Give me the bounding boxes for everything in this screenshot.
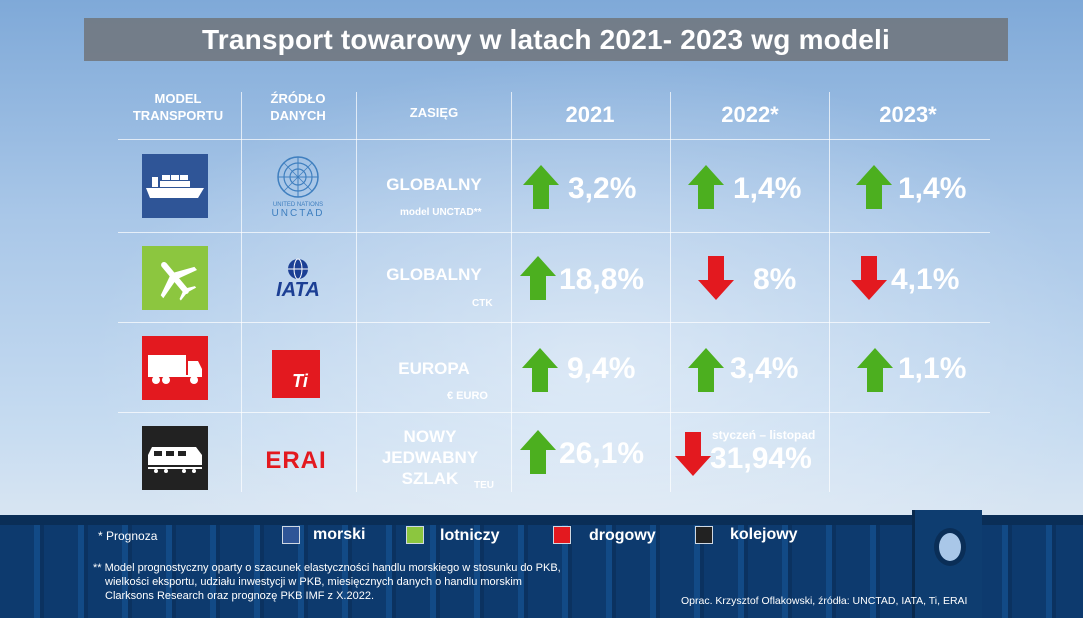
header-source-line2: DANYCH [270,108,326,123]
up-arrow-icon [520,256,556,300]
row3-range: EUROPA [398,359,470,378]
ti-wordmark: Ti [292,370,308,391]
unctad-caption-top: UNITED NATIONS [272,202,324,208]
iata-logo: IATA [258,254,338,304]
erai-wordmark: ERAI [265,447,327,474]
train-icon [148,447,202,473]
grid-divider [241,92,242,492]
ti-logo: Ti [272,350,320,398]
row1-value-2022: 1,4% [733,172,802,205]
down-arrow-icon [675,432,711,476]
model-note-line2: wielkości eksportu, udziału inwestycji w… [105,576,522,588]
row3-value-2021: 9,4% [567,352,636,385]
row1-value-2021: 3,2% [568,172,637,205]
page-title: Transport towarowy w latach 2021- 2023 w… [201,23,891,55]
grid-divider [356,92,357,492]
legend-swatch-rail [695,526,713,544]
iata-wordmark: IATA [276,279,320,301]
rail-transport-tile [142,426,208,490]
legend-label-air: lotniczy [440,527,500,544]
unctad-logo: UNITED NATIONS UNCTAD [266,150,330,224]
row2-range-sub: CTK [472,298,493,309]
air-transport-tile [142,246,208,310]
down-arrow-icon [698,256,734,300]
container-hole [934,528,966,566]
legend-label-rail: kolejowy [730,526,798,543]
unctad-caption: UNCTAD [271,208,325,219]
row3-value-2023: 1,1% [898,352,967,385]
row2-range: GLOBALNY [386,265,482,284]
row3-value-2022: 3,4% [730,352,799,385]
header-model-line1: MODEL [154,91,202,106]
header-year-2022: 2022* [721,102,779,127]
row1-range-sub: model UNCTAD** [400,207,482,218]
grid-divider [118,412,990,413]
row1-range: GLOBALNY [386,175,482,194]
forecast-footnote: * Prognoza [98,529,158,543]
header-source: ŹRÓDŁO DANYCH [244,90,352,124]
title-bar: Transport towarowy w latach 2021- 2023 w… [84,18,1008,61]
header-model-line2: TRANSPORTU [132,108,224,123]
row2-value-2022: 8% [753,263,797,296]
row4-range: NOWY JEDWABNY SZLAK [360,426,500,489]
row2-value-2023: 4,1% [891,263,960,296]
row2-value-2021: 18,8% [559,263,645,296]
model-note-line3: Clarksons Research oraz prognozę PKB IMF… [105,590,375,602]
legend-label-road: drogowy [589,527,656,544]
legend-swatch-road [553,526,571,544]
row4-range-line1: NOWY [403,427,457,446]
row1-value-2023: 1,4% [898,172,967,205]
author-credit: Oprac. Krzysztof Oflakowski, źródła: UNC… [681,595,968,607]
erai-logo: ERAI [256,446,336,476]
shipping-container-background [0,515,1083,618]
globe-icon [288,258,308,280]
row4-range-line2: JEDWABNY [381,448,479,467]
header-year-2021: 2021 [565,102,615,127]
legend-swatch-air [406,526,424,544]
row4-range-line3: SZLAK [401,469,459,488]
up-arrow-icon [688,165,724,209]
grid-divider [511,92,512,492]
up-arrow-icon [523,165,559,209]
row4-value-2021: 26,1% [559,437,645,470]
up-arrow-icon [856,165,892,209]
truck-icon [148,355,202,384]
grid-divider [118,322,990,323]
airplane-icon [160,261,197,301]
up-arrow-icon [522,348,558,392]
row4-value-2022: 31,94% [710,442,812,475]
road-transport-tile [142,336,208,400]
row4-range-sub: TEU [474,480,494,491]
sea-transport-tile [142,154,208,218]
container-top-edge [0,515,1083,525]
up-arrow-icon [688,348,724,392]
header-range: ZASIĘG [409,105,459,120]
ship-icon [146,175,204,198]
header-model: MODEL TRANSPORTU [120,90,236,124]
grid-divider [118,139,990,140]
up-arrow-icon [857,348,893,392]
down-arrow-icon [851,256,887,300]
grid-divider [118,232,990,233]
header-source-line1: ŹRÓDŁO [270,91,326,106]
grid-divider [670,92,671,492]
row3-range-sub: € EURO [447,390,488,402]
row4-value-2022-caption: styczeń – listopad [712,428,816,442]
un-emblem-icon [277,156,319,198]
grid-divider [829,92,830,492]
up-arrow-icon [520,430,556,474]
legend-swatch-sea [282,526,300,544]
header-year-2023: 2023* [879,102,937,127]
legend-label-sea: morski [313,526,366,543]
model-note-line1: ** Model prognostyczny oparty o szacunek… [93,562,561,574]
